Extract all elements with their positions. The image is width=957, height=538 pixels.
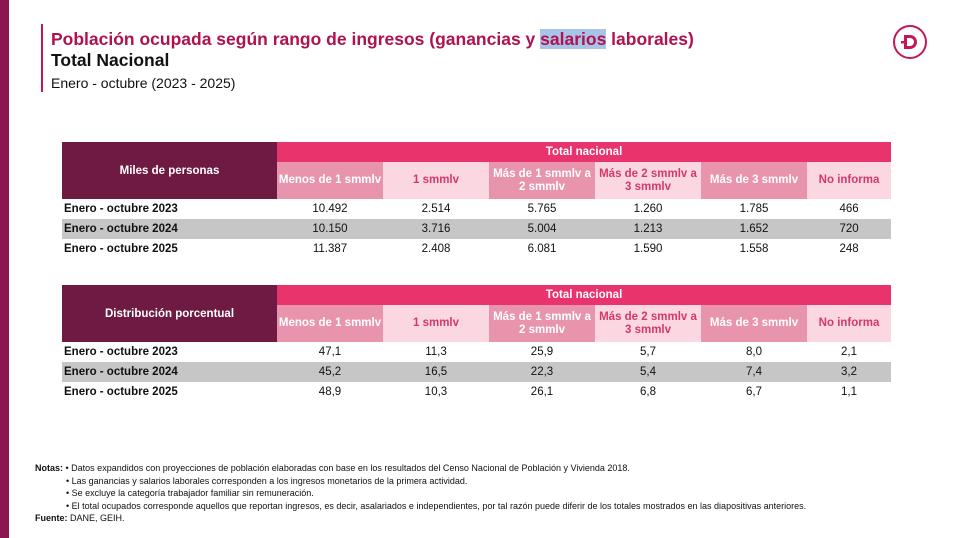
table-row: Enero - octubre 2025 11.387 2.408 6.081 …: [62, 239, 891, 259]
table-cell: 1.558: [739, 243, 769, 255]
title-part-1: Población ocupada según rango de ingreso…: [51, 29, 541, 49]
title-part-2: laborales): [606, 29, 694, 49]
table-cell: 6.081: [527, 243, 557, 255]
table2-corner-header: Distribución porcentual: [62, 285, 277, 342]
table2-col-header: No informa: [807, 305, 892, 342]
table-cell: 10.150: [277, 219, 383, 239]
row-label: Enero - octubre 2025: [64, 386, 178, 398]
page-title: Población ocupada según rango de ingreso…: [51, 29, 694, 50]
table1-group-header: Total nacional: [277, 142, 892, 162]
title-highlight: salarios: [540, 29, 607, 49]
table-cell: 1.213: [595, 219, 701, 239]
table-cell: 6,7: [746, 386, 762, 398]
table-cell: 1.590: [633, 243, 663, 255]
table-cell: 10.492: [312, 203, 348, 215]
table-cell: 5.004: [489, 219, 595, 239]
source-text: DANE, GEIH.: [70, 513, 125, 523]
table-miles-personas: Miles de personas Total nacional Menos d…: [62, 142, 892, 259]
source-label: Fuente:: [35, 513, 68, 523]
table-cell: 466: [839, 203, 859, 215]
table2-group-header: Total nacional: [277, 285, 892, 305]
table2-col-header: Más de 2 smmlv a 3 smmlv: [595, 305, 701, 342]
table-cell: 7,4: [701, 362, 807, 382]
table1-col-header: No informa: [807, 162, 892, 199]
note-item: Se excluye la categoría trabajador famil…: [71, 488, 314, 498]
table-cell: 2.514: [421, 203, 451, 215]
table-cell: 720: [807, 219, 892, 239]
table-cell: 2.408: [421, 243, 451, 255]
table1-col-header: Menos de 1 smmlv: [277, 162, 383, 199]
note-item: Datos expandidos con proyecciones de pob…: [71, 463, 630, 473]
table2-col-header: Más de 1 smmlv a 2 smmlv: [489, 305, 595, 342]
table-cell: 1,1: [841, 386, 858, 398]
table-cell: 2,1: [841, 346, 858, 358]
table-cell: 248: [839, 243, 859, 255]
row-label: Enero - octubre 2024: [62, 219, 277, 239]
table-row: Enero - octubre 2023 10.492 2.514 5.765 …: [62, 199, 891, 219]
table-cell: 10,3: [424, 386, 448, 398]
period-label: Enero - octubre (2023 - 2025): [51, 75, 236, 91]
table2-col-header: Más de 3 smmlv: [701, 305, 807, 342]
table-row: Enero - octubre 2025 48,9 10,3 26,1 6,8 …: [62, 382, 891, 402]
row-label: Enero - octubre 2025: [64, 243, 178, 255]
table1-col-header: 1 smmlv: [383, 162, 489, 199]
table2-col-header: Menos de 1 smmlv: [277, 305, 383, 342]
table2-col-header: 1 smmlv: [383, 305, 489, 342]
table1-col-header: Más de 2 smmlv a 3 smmlv: [595, 162, 701, 199]
table-cell: 1.652: [701, 219, 807, 239]
notes-block: Notas: • Datos expandidos con proyeccion…: [35, 463, 807, 523]
table-cell: 16,5: [383, 362, 489, 382]
title-accent-line: [41, 24, 43, 92]
note-item: El total ocupados corresponde aquellos q…: [71, 500, 807, 511]
table-cell: 1.785: [739, 203, 769, 215]
page-subtitle: Total Nacional: [51, 50, 170, 70]
table-cell: 8,0: [746, 346, 762, 358]
table1-corner-header: Miles de personas: [62, 142, 277, 199]
note-item: Las ganancias y salarios laborales corre…: [71, 475, 468, 486]
table-cell: 3.716: [383, 219, 489, 239]
dane-d-logo-icon: [893, 25, 927, 59]
table-row: Enero - octubre 2024 10.150 3.716 5.004 …: [62, 219, 892, 239]
left-accent-bar: [0, 0, 9, 538]
table-cell: 45,2: [277, 362, 383, 382]
table-cell: 1.260: [633, 203, 663, 215]
table-cell: 11.387: [312, 243, 348, 255]
table-cell: 48,9: [318, 386, 342, 398]
table-cell: 11,3: [425, 346, 447, 358]
table-cell: 3,2: [807, 362, 892, 382]
table1-col-header: Más de 1 smmlv a 2 smmlv: [489, 162, 595, 199]
row-label: Enero - octubre 2023: [64, 346, 178, 358]
title-block: Población ocupada según rango de ingreso…: [51, 29, 694, 93]
table-cell: 5,7: [640, 346, 656, 358]
row-label: Enero - octubre 2023: [64, 203, 178, 215]
table-cell: 47,1: [318, 346, 342, 358]
table-cell: 25,9: [530, 346, 554, 358]
table-cell: 5,4: [595, 362, 701, 382]
table-row: Enero - octubre 2024 45,2 16,5 22,3 5,4 …: [62, 362, 892, 382]
table1-col-header: Más de 3 smmlv: [701, 162, 807, 199]
table-distribucion-porcentual: Distribución porcentual Total nacional M…: [62, 285, 892, 402]
table-row: Enero - octubre 2023 47,1 11,3 25,9 5,7 …: [62, 342, 891, 362]
table-cell: 5.765: [527, 203, 557, 215]
table-cell: 6,8: [640, 386, 656, 398]
table-cell: 22,3: [489, 362, 595, 382]
table-cell: 26,1: [530, 386, 554, 398]
row-label: Enero - octubre 2024: [62, 362, 277, 382]
notes-label: Notas:: [35, 463, 64, 473]
